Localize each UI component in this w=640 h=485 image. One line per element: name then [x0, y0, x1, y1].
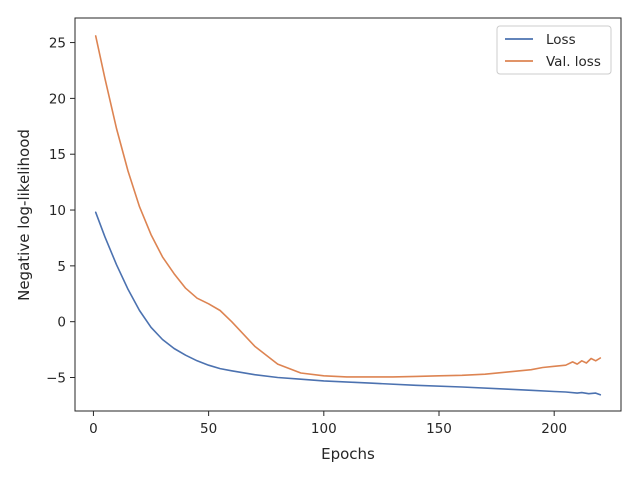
x-tick-label: 150 [426, 421, 452, 437]
y-tick-label: 0 [57, 315, 66, 331]
y-tick-label: 20 [49, 91, 66, 107]
y-axis-label: Negative log-likelihood [15, 129, 33, 301]
plot-frame [74, 17, 622, 412]
legend-label-val-loss: Val. loss [546, 54, 601, 70]
x-tick-label: 0 [89, 421, 98, 437]
y-tick-label: 10 [49, 203, 66, 219]
y-tick-label: 25 [49, 36, 66, 52]
series-line-loss [94, 211, 602, 396]
x-tick-label: 100 [311, 421, 337, 437]
series-line-val-loss [94, 35, 602, 378]
legend-label-loss: Loss [546, 32, 576, 48]
y-tick-label: −5 [46, 371, 66, 387]
x-tick-label: 200 [541, 421, 567, 437]
y-tick-label: 15 [49, 147, 66, 163]
x-tick-label: 50 [200, 421, 217, 437]
y-tick-label: 5 [57, 259, 66, 275]
x-axis-label: Epochs [321, 445, 375, 463]
legend: Loss Val. loss [496, 25, 612, 75]
legend-box [496, 25, 612, 75]
